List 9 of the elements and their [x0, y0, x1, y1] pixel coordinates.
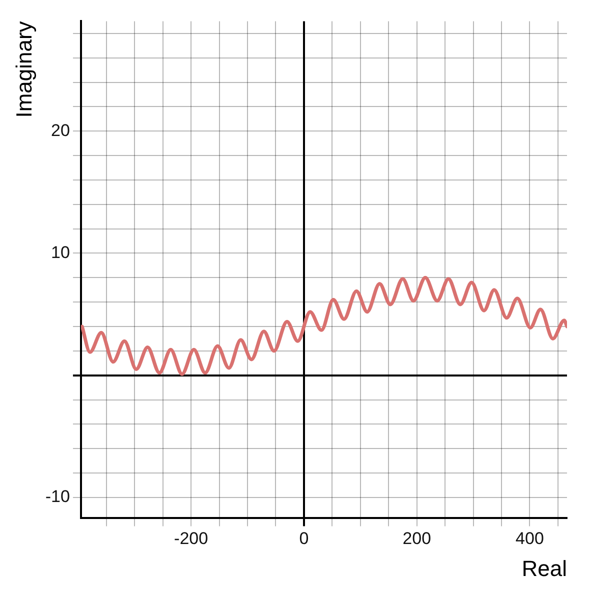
x-tick-label: 200	[402, 529, 432, 548]
y-tick-label: -10	[45, 487, 70, 506]
x-axis-title: Real	[522, 556, 567, 581]
y-axis-title: Imaginary	[11, 21, 36, 118]
y-tick-label: 10	[51, 242, 70, 262]
x-tick-label: -200	[174, 529, 208, 548]
y-tick-label: 20	[51, 120, 70, 140]
x-tick-label: 400	[516, 529, 544, 548]
x-tick-label: 0	[299, 529, 309, 548]
